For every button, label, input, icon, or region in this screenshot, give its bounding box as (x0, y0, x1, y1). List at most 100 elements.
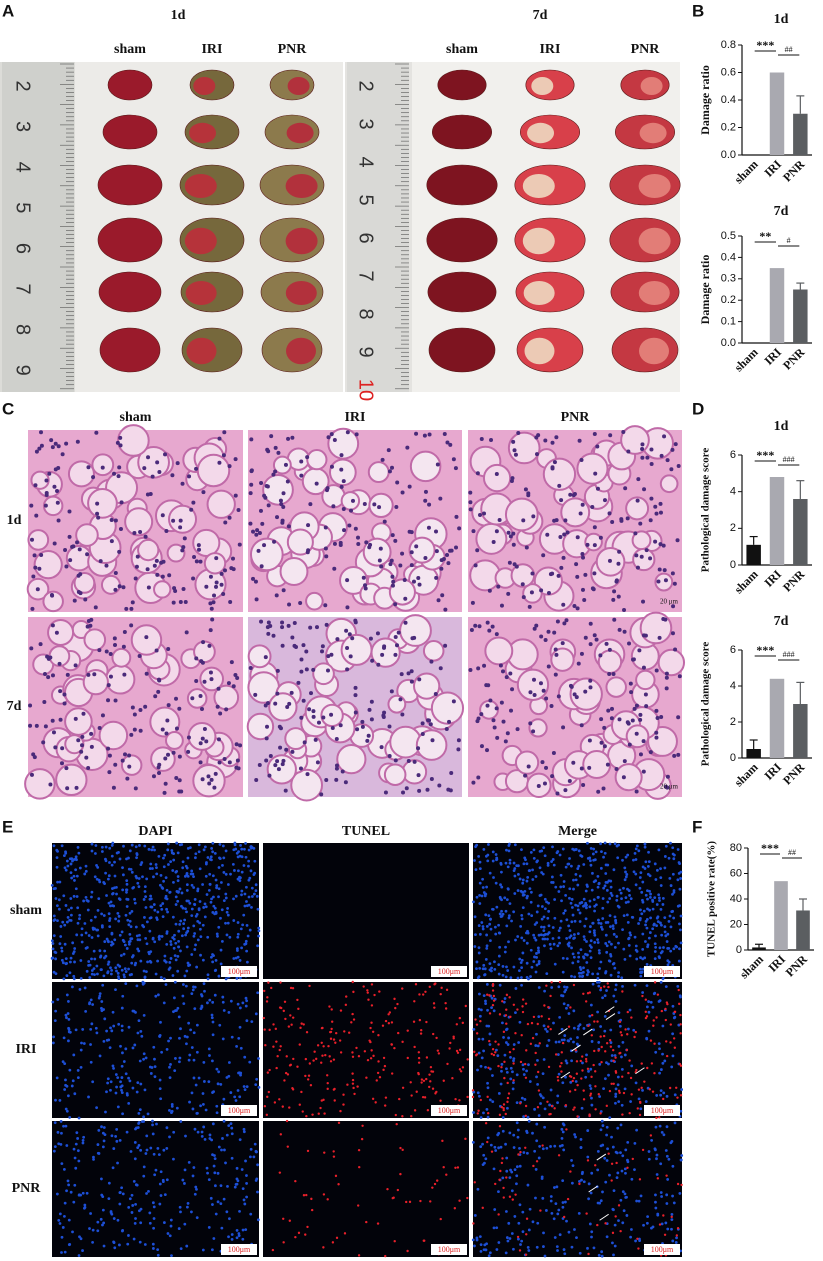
nucleus (62, 701, 67, 706)
nucleus (217, 436, 222, 441)
nucleus (221, 591, 226, 596)
dapi-nucleus (142, 1013, 146, 1017)
dapi-nucleus (666, 932, 670, 936)
dapi-nucleus (90, 849, 94, 853)
dapi-nucleus (185, 969, 189, 973)
dapi-nucleus (543, 907, 547, 911)
dapi-nucleus (590, 1040, 594, 1043)
dapi-nucleus (179, 919, 183, 923)
dapi-nucleus (217, 866, 221, 869)
tunel-signal (441, 1139, 444, 1143)
nucleus (330, 726, 335, 731)
dapi-nucleus (517, 1221, 521, 1225)
dapi-nucleus (242, 913, 246, 917)
y-tick-label: 4 (730, 680, 736, 692)
dapi-nucleus (108, 861, 111, 864)
kidney-slice (97, 164, 163, 206)
dapi-nucleus (574, 848, 578, 851)
significance-label: *** (756, 643, 774, 657)
tunel-signal (454, 1097, 457, 1101)
dapi-nucleus (476, 1187, 480, 1191)
nucleus (383, 790, 388, 795)
dapi-nucleus (107, 912, 111, 916)
dapi-nucleus (678, 947, 681, 951)
tunel-signal (455, 1049, 459, 1053)
dapi-nucleus (84, 931, 88, 935)
dapi-nucleus (654, 1193, 657, 1197)
nucleus (186, 749, 191, 754)
dapi-nucleus (208, 998, 212, 1002)
nucleus (129, 606, 134, 611)
dapi-nucleus (199, 935, 203, 939)
dapi-nucleus (181, 1178, 185, 1182)
dapi-nucleus (638, 876, 642, 879)
dapi-nucleus (245, 949, 249, 953)
dapi-nucleus (605, 1125, 609, 1129)
nucleus (249, 482, 254, 487)
dapi-nucleus (99, 1217, 103, 1221)
dapi-nucleus (102, 1139, 106, 1143)
dapi-nucleus (668, 876, 672, 880)
dapi-nucleus (498, 945, 502, 949)
dapi-nucleus (127, 923, 131, 927)
dapi-nucleus (146, 1112, 150, 1116)
tunel-signal (365, 1220, 368, 1224)
dapi-nucleus (51, 947, 55, 951)
dapi-nucleus (543, 897, 547, 901)
dapi-nucleus (113, 874, 117, 878)
nucleus (583, 689, 588, 694)
tunel-signal (629, 1076, 633, 1080)
dapi-nucleus (612, 961, 616, 965)
tunel-signal (550, 981, 553, 984)
nucleus (546, 629, 551, 634)
dapi-nucleus (576, 932, 580, 936)
dapi-nucleus (540, 871, 544, 874)
dapi-nucleus (612, 1253, 615, 1257)
nucleus (557, 483, 562, 488)
nucleus (655, 715, 660, 720)
dapi-nucleus (580, 855, 584, 858)
tunel-signal (644, 998, 648, 1001)
dapi-nucleus (108, 846, 112, 850)
dapi-nucleus (505, 1156, 509, 1160)
nucleus (389, 558, 394, 563)
dapi-nucleus (615, 935, 618, 939)
nucleus (186, 735, 191, 740)
dapi-nucleus (206, 973, 210, 977)
tunel-signal (678, 1002, 681, 1006)
nucleus (167, 573, 172, 578)
dapi-nucleus (233, 1095, 237, 1099)
tunel-signal (367, 998, 370, 1001)
dapi-nucleus (570, 946, 573, 950)
nucleus (166, 703, 171, 708)
tunel-signal (677, 988, 680, 992)
dapi-nucleus (623, 957, 627, 961)
dapi-nucleus (601, 1124, 605, 1127)
tunel-signal (504, 1112, 507, 1116)
dapi-nucleus (633, 935, 637, 939)
dapi-nucleus (500, 1062, 504, 1066)
dapi-nucleus (159, 873, 163, 877)
nucleus (661, 617, 666, 622)
dapi-nucleus (656, 1213, 660, 1217)
dapi-nucleus (147, 952, 151, 956)
tunel-signal (294, 1179, 297, 1183)
nucleus (290, 635, 295, 640)
dapi-nucleus (100, 1000, 104, 1003)
tunel-signal (442, 1079, 445, 1082)
dapi-nucleus (473, 859, 476, 862)
dapi-nucleus (639, 956, 642, 959)
group-label: sham (446, 42, 478, 57)
dapi-nucleus (605, 1061, 608, 1065)
dapi-nucleus (66, 1094, 70, 1098)
dapi-nucleus (598, 1095, 602, 1098)
tubule (27, 529, 50, 551)
dapi-nucleus (620, 1103, 624, 1107)
nucleus (632, 706, 637, 711)
dapi-nucleus (111, 904, 114, 908)
nucleus (521, 595, 526, 600)
dapi-nucleus (593, 909, 596, 913)
dapi-nucleus (550, 986, 554, 989)
dapi-nucleus (679, 941, 683, 945)
nucleus (236, 766, 241, 771)
